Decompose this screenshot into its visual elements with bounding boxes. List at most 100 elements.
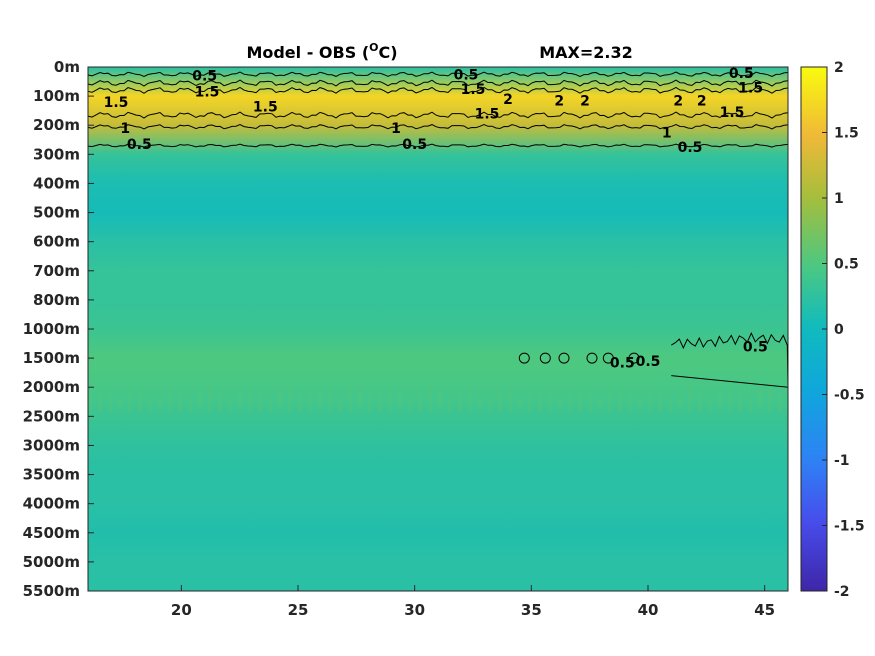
x-tick-label: 20 [171, 601, 192, 619]
contour-line [87, 143, 789, 148]
colorbar-tick-label: -1.5 [834, 519, 865, 535]
y-tick-label: 0m [54, 58, 80, 76]
colorbar-tick-label: -2 [834, 584, 850, 600]
contour-label: 2 [697, 94, 707, 110]
y-axis: 0m 100m 200m 300m 400m 500m 600m 700m 800m 1000m 1… [23, 58, 94, 600]
texture-stripe [468, 389, 472, 411]
colorbar-tick-label: 0 [834, 322, 844, 338]
max-label: MAX=2.32 [539, 43, 633, 62]
contour-label: 1 [120, 121, 130, 137]
colorbar-tick-label: 1 [834, 191, 844, 207]
contour-loop [628, 352, 640, 364]
texture-stripe [598, 396, 602, 411]
x-axis: 20 25 30 35 40 45 [171, 585, 775, 619]
contour-loop [539, 352, 551, 364]
texture-stripe [328, 392, 332, 411]
texture-stripe [608, 391, 612, 411]
texture-stripe [408, 396, 412, 411]
title-main: Model - OBS ( [246, 43, 369, 62]
texture-stripe [238, 391, 242, 411]
y-tick-label: 400m [33, 174, 80, 192]
texture-stripe [478, 394, 482, 411]
texture-stripe [748, 396, 752, 411]
contour-loop [586, 352, 598, 364]
texture-stripe [728, 389, 732, 411]
chart-title: Model - OBS (OC) [246, 41, 397, 62]
contour-label: 0.5 [610, 356, 635, 372]
contour-line [87, 86, 789, 94]
texture-stripe [418, 394, 422, 411]
texture-stripe [368, 394, 372, 411]
texture-stripe [358, 389, 362, 411]
contour-label: 2 [580, 94, 590, 110]
texture-stripe [658, 391, 662, 411]
texture-stripe [758, 390, 762, 411]
texture-stripe [588, 393, 592, 411]
texture-stripe [198, 393, 202, 411]
contour-label: 0.5 [454, 67, 479, 83]
y-tick-label: 100m [33, 87, 80, 105]
contour-line [87, 111, 789, 119]
contour-label: 1.5 [461, 82, 486, 98]
y-tick-label: 200m [33, 116, 80, 134]
y-tick-label: 2000m [23, 378, 80, 396]
texture-stripe [518, 396, 522, 411]
texture-stripe [278, 389, 282, 411]
x-tick-label: 40 [638, 601, 659, 619]
contour-label: 0.5 [192, 69, 217, 85]
texture-stripe [348, 392, 352, 411]
texture-stripe [318, 389, 322, 411]
contour-loop [558, 352, 570, 364]
y-tick-label: 600m [33, 233, 80, 251]
texture-stripe [338, 397, 342, 411]
texture-stripe [388, 390, 392, 411]
contour-label: 1.5 [738, 80, 763, 96]
contour-label: 1.5 [720, 105, 745, 121]
x-tick-label: 35 [521, 601, 542, 619]
contour-label: 1.5 [253, 99, 278, 115]
texture-stripe [578, 389, 582, 411]
texture-stripe [98, 389, 102, 411]
texture-stripe [448, 397, 452, 411]
y-tick-label: 4000m [23, 495, 80, 513]
texture-stripe [108, 394, 112, 411]
texture-stripe [228, 396, 232, 411]
texture-stripe [668, 396, 672, 411]
texture-stripe [248, 389, 252, 411]
texture-stripe [188, 396, 192, 411]
texture-stripe [118, 396, 122, 411]
texture-stripe [258, 395, 262, 411]
texture-stripe [678, 393, 682, 411]
texture-stripe [768, 390, 772, 411]
texture-stripe [498, 390, 502, 411]
y-tick-label: 3500m [23, 466, 80, 484]
texture-stripe [218, 393, 222, 411]
y-tick-label: 4500m [23, 524, 80, 542]
texture-stripe [698, 393, 702, 411]
y-tick-label: 700m [33, 262, 80, 280]
colorbar-tick-label: -0.5 [834, 388, 865, 404]
contour-label: 1 [391, 121, 401, 137]
y-tick-label: 1000m [23, 320, 80, 338]
texture-stripe [168, 389, 172, 411]
y-tick-label: 800m [33, 291, 80, 309]
title-unit-tail: C) [378, 43, 397, 62]
texture-stripe [208, 389, 212, 411]
texture-stripe [618, 389, 622, 411]
title-superscript: O [369, 41, 378, 54]
texture-stripe [708, 397, 712, 411]
x-tick-label: 25 [288, 601, 309, 619]
texture-stripe [648, 389, 652, 411]
contour-labels: 0.51.51.5 1.510.50.51.521.510.52 2 2 20.51.5… [104, 66, 768, 372]
colorbar-tick-label: -1 [834, 453, 850, 469]
contour-label: 2 [673, 94, 683, 110]
texture-stripe [458, 392, 462, 411]
texture-stripe [528, 395, 532, 411]
texture-stripe [308, 394, 312, 411]
contour-label: 0.5 [729, 66, 754, 82]
x-tick-label: 30 [404, 601, 425, 619]
texture-stripe [148, 395, 152, 411]
texture-stripe [568, 393, 572, 411]
contour-label: 1.5 [195, 85, 220, 101]
